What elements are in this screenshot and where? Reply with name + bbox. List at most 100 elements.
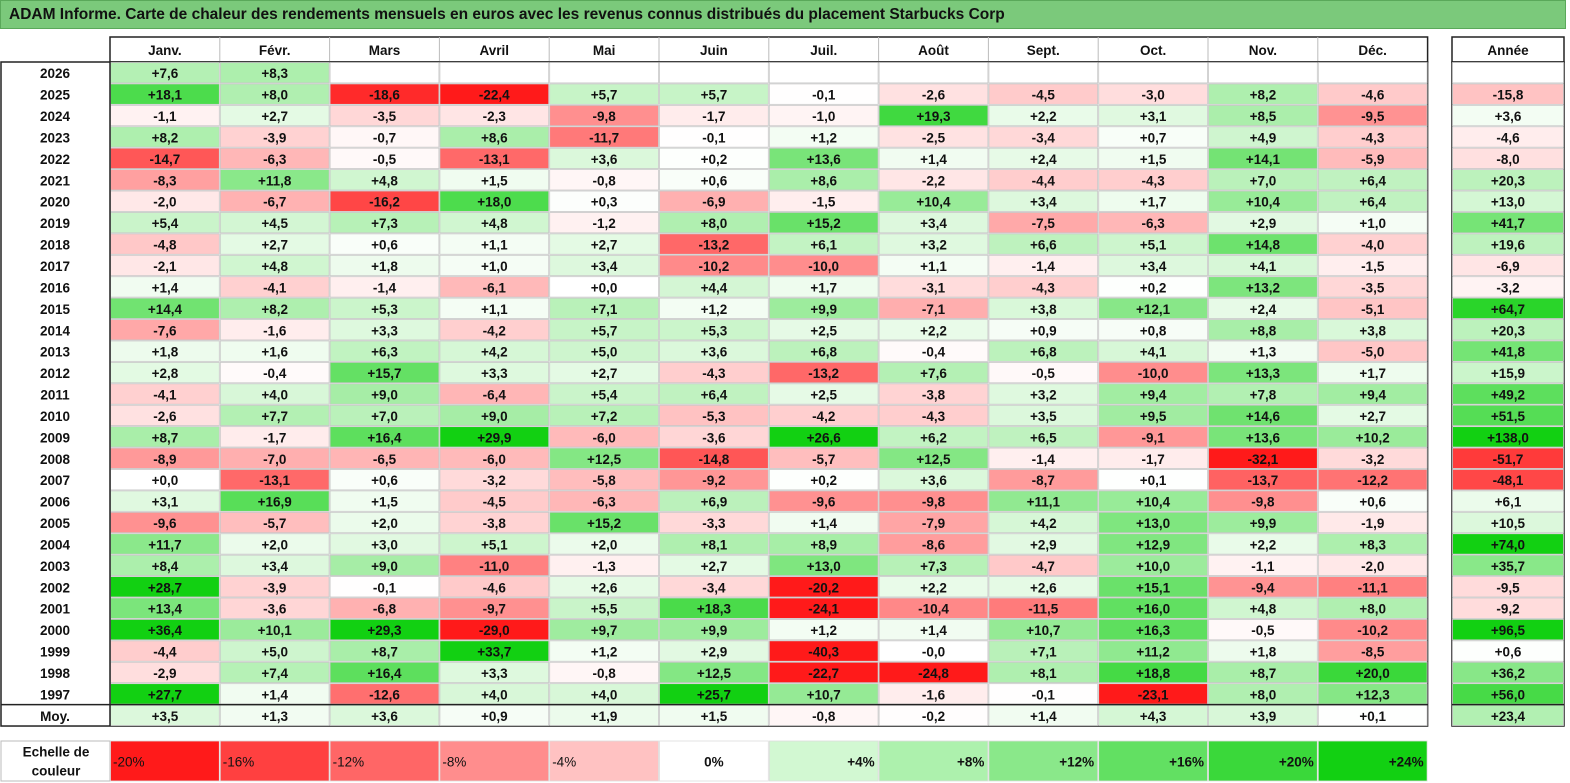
heatmap-cell [329, 404, 440, 427]
heatmap-cell [768, 190, 879, 212]
heatmap-cell [659, 554, 769, 576]
heatmap-cell [1317, 190, 1428, 212]
cell-value: -3,8 [483, 516, 507, 531]
year-total-value: -6,9 [1496, 259, 1519, 274]
cell-value: -4,3 [702, 366, 726, 381]
cell-value: +3,6 [371, 709, 398, 724]
heatmap-cell [988, 233, 1099, 255]
cell-value: +1,4 [261, 687, 288, 702]
heatmap-cell [878, 361, 989, 384]
heatmap-cell [549, 319, 659, 341]
cell-value: -8,7 [1032, 473, 1055, 488]
heatmap-cell [768, 426, 879, 448]
cell-value: +19,3 [916, 109, 951, 124]
cell-value: -9,2 [702, 473, 725, 488]
heatmap-cell [1317, 104, 1428, 127]
cell-value: -24,8 [918, 666, 949, 681]
heatmap-cell [219, 447, 330, 469]
cell-value: -13,1 [259, 473, 290, 488]
heatmap-cell [878, 126, 989, 148]
cell-value: +8,7 [371, 645, 398, 660]
heatmap-cell [549, 469, 659, 491]
row-year-label: 2018 [40, 238, 71, 253]
cell-value: -4,3 [1361, 130, 1385, 145]
heatmap-cell [1208, 490, 1318, 512]
heatmap-cell [329, 619, 440, 641]
heatmap-cell [219, 533, 330, 555]
cell-value: -11,1 [1358, 580, 1389, 595]
heatmap-cell [549, 447, 659, 469]
cell-value: -6,1 [483, 280, 507, 295]
heatmap-cell [1208, 404, 1318, 427]
heatmap-cell [1098, 469, 1208, 491]
color-scale-swatch [1098, 740, 1208, 782]
heatmap-cell [549, 661, 659, 684]
year-total-value: -8,0 [1496, 152, 1519, 167]
cell-value: +2,9 [1250, 216, 1277, 231]
heatmap-cell [878, 404, 989, 427]
heatmap-cell [549, 169, 659, 191]
row-year-label: 2006 [40, 495, 71, 510]
heatmap-cell [1317, 233, 1428, 255]
heatmap-cell [1208, 169, 1318, 191]
cell-value: +4,2 [481, 345, 508, 360]
heatmap-cell [659, 447, 769, 469]
heatmap-cell [439, 490, 550, 512]
heatmap-cell [1208, 276, 1318, 298]
heatmap-cell [1098, 319, 1208, 341]
heatmap-cell [878, 104, 989, 127]
cell-value: +6,9 [701, 495, 728, 510]
cell-value: -4,1 [263, 280, 287, 295]
heatmap-cell [1208, 426, 1318, 448]
heatmap-cell [988, 661, 1099, 684]
cell-value: +14,6 [1246, 409, 1281, 424]
cell-value: +3,1 [1140, 109, 1167, 124]
year-total-cell [1452, 62, 1564, 84]
heatmap-cell [1317, 640, 1428, 662]
cell-value: +2,6 [591, 580, 618, 595]
color-scale-swatch [1317, 740, 1428, 782]
cell-value: +7,0 [1250, 173, 1277, 188]
year-total-value: -9,5 [1496, 580, 1520, 595]
heatmap-cell [439, 640, 550, 662]
heatmap-cell [219, 576, 330, 598]
cell-value: +10,7 [1026, 623, 1060, 638]
heatmap-cell [768, 104, 879, 127]
row-year-label: 2001 [40, 602, 71, 617]
cell-value: -6,8 [373, 602, 397, 617]
cell-value: +3,3 [481, 666, 508, 681]
heatmap-cell [988, 62, 1099, 84]
heatmap-cell [1208, 576, 1318, 598]
cell-value: -13,1 [479, 152, 510, 167]
heatmap-cell [768, 404, 879, 427]
heatmap-cell [1317, 212, 1428, 234]
heatmap-cell [549, 104, 659, 127]
column-header: Juil. [810, 43, 837, 58]
cell-value: -5,3 [702, 409, 726, 424]
row-year-label: 2017 [40, 259, 70, 274]
cell-value: +15,2 [587, 516, 621, 531]
heatmap-cell [219, 554, 330, 576]
cell-value: +12,3 [1356, 687, 1391, 702]
cell-value: +3,4 [261, 559, 288, 574]
cell-value: +14,4 [148, 302, 183, 317]
cell-value: -1,5 [812, 195, 836, 210]
cell-value: -0,2 [922, 709, 945, 724]
row-year-label: 2007 [40, 473, 70, 488]
cell-value: -0,8 [592, 666, 616, 681]
color-scale-tick-label: +20% [1279, 755, 1314, 770]
cell-value: -3,3 [702, 516, 726, 531]
cell-value: +1,4 [920, 152, 947, 167]
cell-value: -0,5 [1251, 623, 1275, 638]
cell-value: -4,1 [153, 388, 177, 403]
cell-value: +2,7 [701, 559, 728, 574]
cell-value: -4,3 [1032, 280, 1056, 295]
cell-value: +2,2 [920, 323, 947, 338]
heatmap-cell [219, 490, 330, 512]
heatmap-cell [1317, 319, 1428, 341]
cell-value: +13,3 [1246, 366, 1281, 381]
cell-value: -13,7 [1248, 473, 1279, 488]
cell-value: +4,8 [1250, 602, 1277, 617]
heatmap-cell [549, 576, 659, 598]
cell-value: +3,2 [920, 238, 947, 253]
